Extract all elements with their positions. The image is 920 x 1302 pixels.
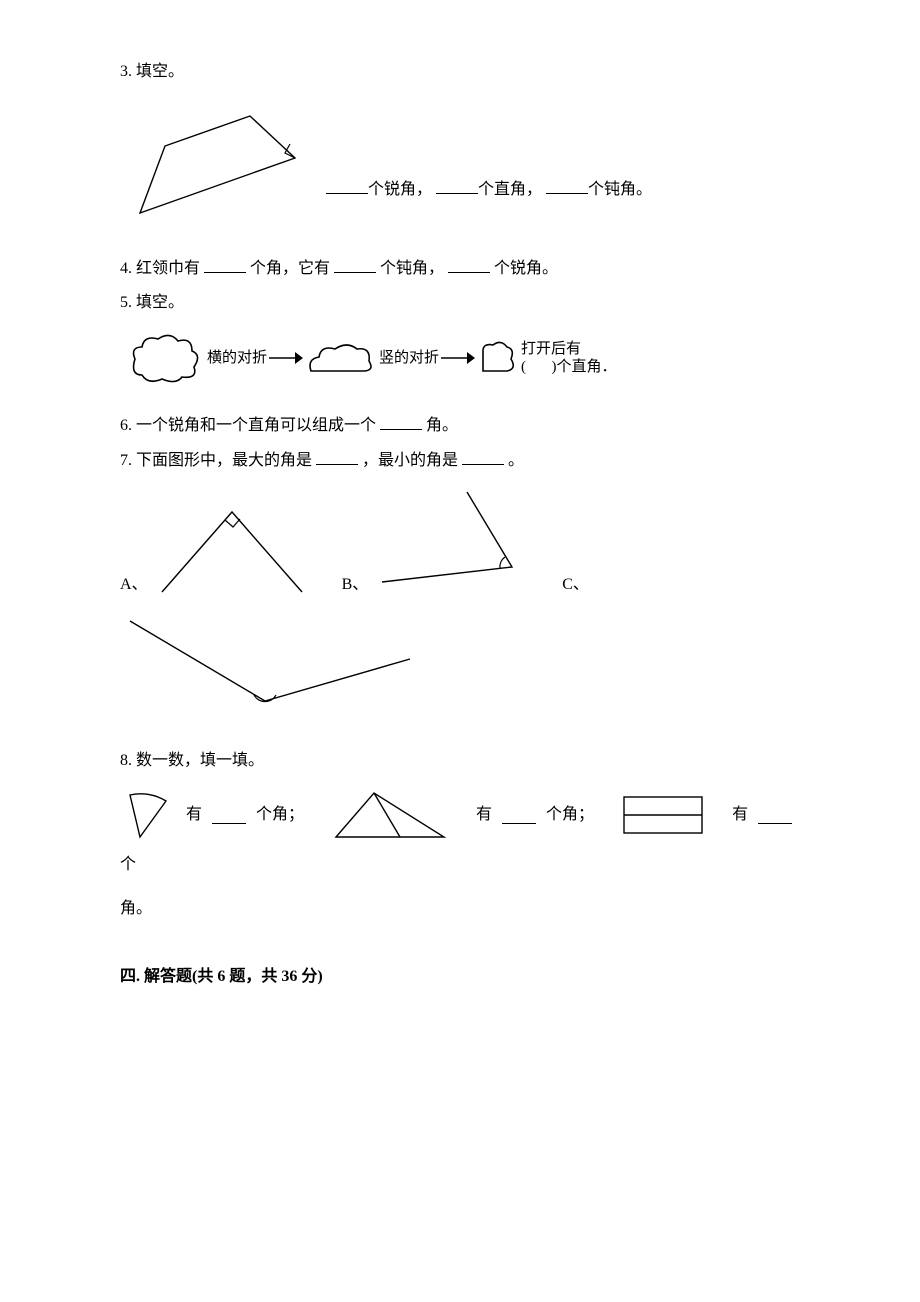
- q5-cloud3-svg: [477, 337, 519, 379]
- q7-angle-c-svg: [120, 601, 420, 721]
- q5-open-paren-r: )个直角．: [552, 359, 617, 375]
- q4-seg1: 个角，它有: [250, 260, 330, 277]
- q5-figure-row: 横的对折 竖的对折 打开后有 ( )个直角．: [120, 329, 800, 387]
- q4-blank-acute[interactable]: [448, 256, 490, 273]
- q3-tail: 个锐角， 个直角， 个钝角。: [326, 177, 652, 238]
- q8-shape-sector-svg: [120, 787, 176, 843]
- q5-open-text: 打开后有 ( )个直角．: [521, 340, 617, 376]
- q6-line: 6. 一个锐角和一个直角可以组成一个 角。: [120, 413, 800, 438]
- q7-label-c: C、: [562, 573, 589, 597]
- q3-blank-acute[interactable]: [326, 177, 368, 194]
- q5-fold-h-text: 横的对折: [207, 347, 267, 370]
- q3-blank-right[interactable]: [436, 177, 478, 194]
- q3-text-3: 个钝角。: [588, 181, 652, 198]
- q7-label-b: B、: [342, 573, 369, 597]
- q4-line: 4. 红领巾有 个角，它有 个钝角， 个锐角。: [120, 256, 800, 281]
- q5-fold-v-text: 竖的对折: [379, 347, 439, 370]
- section4-title: 四. 解答题(共 6 题，共 36 分): [120, 965, 800, 989]
- q8-row: 有 个角； 有 个角； 有 个: [120, 787, 800, 877]
- q5-arrow2-svg: [441, 348, 475, 368]
- q3-figure-row: 个锐角， 个直角， 个钝角。: [120, 98, 800, 238]
- q8-s1-pre: 有: [186, 803, 202, 827]
- q8-s2-post: 个角；: [546, 803, 594, 827]
- q8-label: 8. 数一数，填一填。: [120, 749, 800, 773]
- q7-angle-a-svg: [152, 502, 312, 597]
- q5-open-paren-l: (: [521, 359, 526, 375]
- q8-blank-1[interactable]: [212, 807, 246, 824]
- q8-s2-pre: 有: [476, 803, 492, 827]
- q8-s3-post: 个: [120, 853, 136, 877]
- q4-seg2: 个钝角，: [380, 260, 444, 277]
- q8-blank-3[interactable]: [758, 807, 792, 824]
- q7-blank-max[interactable]: [316, 448, 358, 465]
- q8-shape-triangle-svg: [330, 787, 450, 843]
- q8-s1-post: 个角；: [256, 803, 304, 827]
- q3-blank-obtuse[interactable]: [546, 177, 588, 194]
- q3-label: 3. 填空。: [120, 60, 800, 84]
- q4-blank-total[interactable]: [204, 256, 246, 273]
- q3-text-1: 个锐角，: [368, 181, 432, 198]
- q7-figures: A、 B、 C、: [120, 487, 800, 729]
- q7-label-a: A、: [120, 573, 148, 597]
- q8-blank-2[interactable]: [502, 807, 536, 824]
- q8-tail: 角。: [120, 897, 800, 921]
- q4-prefix: 4. 红领巾有: [120, 260, 200, 277]
- q8-shape-rect-svg: [620, 791, 706, 839]
- q5-arrow1-svg: [269, 348, 303, 368]
- q3-text-2: 个直角，: [478, 181, 542, 198]
- q6-blank[interactable]: [380, 413, 422, 430]
- q5-label: 5. 填空。: [120, 291, 800, 315]
- q5-open-line2: ( )个直角．: [521, 358, 617, 376]
- q7-mid: ，最小的角是: [362, 452, 458, 469]
- q5-cloud1-svg: [120, 329, 205, 387]
- q7-blank-min[interactable]: [462, 448, 504, 465]
- q7-prefix: 7. 下面图形中，最大的角是: [120, 452, 312, 469]
- q3-quad-svg: [120, 98, 320, 238]
- q5-cloud2-svg: [305, 337, 377, 379]
- q4-seg3: 个锐角。: [494, 260, 558, 277]
- q4-blank-obtuse[interactable]: [334, 256, 376, 273]
- q7-angle-b-svg: [372, 487, 532, 597]
- q7-line: 7. 下面图形中，最大的角是 ，最小的角是 。: [120, 448, 800, 473]
- q5-open-line1: 打开后有: [521, 340, 617, 358]
- q8-s3-pre: 有: [732, 803, 748, 827]
- q6-prefix: 6. 一个锐角和一个直角可以组成一个: [120, 417, 376, 434]
- q6-suffix: 角。: [426, 417, 458, 434]
- q7-suffix: 。: [508, 452, 524, 469]
